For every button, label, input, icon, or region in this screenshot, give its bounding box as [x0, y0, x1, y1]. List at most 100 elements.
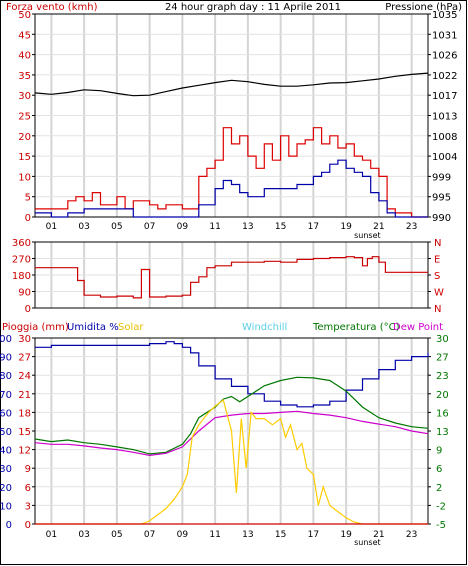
series-line-umidita — [35, 341, 429, 408]
wind-speed-tick-label: 35 — [18, 71, 31, 82]
series-line-temperatura — [34, 376, 429, 455]
temperature-tick-label: 6 — [436, 464, 442, 475]
hour-tick-label: 09 — [177, 530, 189, 540]
humidity-tick-label: 0 — [6, 520, 12, 531]
humidity-tick-label: 50 — [0, 427, 12, 438]
wind-speed-tick-label: 30 — [18, 91, 31, 102]
hour-tick-label: 05 — [111, 530, 122, 540]
rain-tick-label: 18 — [18, 408, 31, 419]
wind-speed-tick-label: 0 — [25, 213, 31, 224]
hour-tick-label: 11 — [209, 222, 220, 232]
wind-speed-tick-label: 40 — [18, 51, 31, 62]
wind-speed-tick-label: 45 — [18, 30, 31, 41]
rain-tick-label: 9 — [25, 464, 31, 475]
wind-speed-axis-label: Forza vento (kmh) — [6, 2, 98, 13]
hour-tick-label: 09 — [177, 222, 189, 232]
humidity-tick-label: 10 — [0, 501, 12, 512]
pressure-tick-label: 1031 — [432, 30, 457, 41]
hour-tick-label: 21 — [373, 530, 384, 540]
rain-tick-label: 21 — [18, 390, 31, 401]
temperature-label: Temperatura (°C) — [312, 322, 400, 333]
temp-humidity-chart: Pioggia (mm) Umidita % Solar Windchill T… — [0, 322, 449, 547]
humidity-tick-label: 80 — [0, 371, 12, 382]
wind-speed-tick-label: 25 — [18, 112, 31, 123]
hour-tick-label: 15 — [275, 222, 286, 232]
hour-ticks-bottom: 01 03 05 07 09 11 13 15 17 19 21 23 — [46, 530, 418, 540]
wind-speed-tick-label: 5 — [25, 193, 31, 204]
temperature-tick-label: 2 — [436, 483, 442, 494]
temperature-tick-label: 20 — [436, 390, 449, 401]
rain-tick-label: 27 — [18, 353, 31, 364]
wind-speed-tick-label: 20 — [18, 132, 31, 143]
pressure-tick-label: 1013 — [432, 112, 457, 123]
wind-speed-tick-label: 10 — [18, 172, 31, 183]
direction-compass-label: E — [434, 255, 440, 266]
direction-compass-label: W — [434, 288, 444, 299]
direction-degree-label: 90 — [18, 288, 31, 299]
hour-tick-label: 13 — [242, 222, 253, 232]
hour-tick-label: 07 — [144, 222, 155, 232]
temp-humidity-series — [34, 341, 429, 525]
temperature-tick-label: 27 — [436, 353, 449, 364]
direction-compass-label: N — [434, 304, 441, 315]
temperature-ticks: -5 -2 2 6 9 13 16 20 23 27 30 — [428, 334, 449, 531]
wind-speed-tick-label: 50 — [18, 10, 31, 21]
temperature-tick-label: 23 — [436, 371, 449, 382]
hour-tick-label: 05 — [111, 222, 122, 232]
hour-tick-label: 19 — [340, 530, 352, 540]
temperature-tick-label: -2 — [436, 501, 446, 512]
series-line-raffica — [35, 127, 428, 218]
series-line-pressione — [34, 72, 429, 97]
direction-degree-ticks: 0 90 180 270 360 — [12, 238, 35, 315]
wind-pressure-series — [34, 72, 429, 218]
pressure-tick-label: 1017 — [432, 91, 457, 102]
pressure-axis-label: Pressione (hPa) — [385, 2, 462, 13]
direction-compass-label: N — [434, 238, 441, 249]
humidity-tick-label: 70 — [0, 390, 12, 401]
hour-tick-label: 01 — [46, 530, 57, 540]
hour-tick-label: 19 — [340, 222, 352, 232]
wind-speed-ticks: 0 5 10 15 20 25 30 35 40 45 50 — [18, 10, 35, 224]
wind-speed-tick-label: 15 — [18, 152, 31, 163]
temperature-tick-label: 16 — [436, 408, 449, 419]
pressure-tick-label: 1026 — [432, 51, 457, 62]
series-line-wind-direction — [35, 256, 428, 299]
rain-ticks: 0 3 6 9 12 15 18 21 24 27 30 — [18, 334, 31, 531]
chart-title: 24 hour graph day : 11 Aprile 2011 — [165, 2, 341, 13]
pressure-tick-label: 990 — [432, 213, 451, 224]
direction-degree-label: 180 — [12, 271, 31, 282]
rain-tick-label: 30 — [18, 334, 31, 345]
rain-tick-label: 3 — [25, 501, 31, 512]
humidity-tick-label: 20 — [0, 483, 12, 494]
direction-series — [35, 256, 428, 299]
sunset-label-bottom: sunset — [354, 538, 381, 547]
pressure-tick-label: 999 — [432, 172, 451, 183]
pressure-tick-label: 1022 — [432, 71, 457, 82]
hour-tick-label: 17 — [308, 530, 319, 540]
pressure-ticks: 990 995 999 1004 1008 1013 1017 1022 1026 1031 103… — [428, 10, 457, 224]
solar-label: Solar — [118, 322, 144, 333]
hour-tick-label: 21 — [373, 222, 384, 232]
rain-tick-label: 0 — [25, 520, 31, 531]
direction-degree-label: 270 — [12, 255, 31, 266]
hour-tick-label: 03 — [78, 530, 89, 540]
temperature-tick-label: -5 — [436, 520, 446, 531]
direction-degree-label: 360 — [12, 238, 31, 249]
temperature-tick-label: 9 — [436, 446, 442, 457]
pressure-tick-label: 1004 — [432, 152, 457, 163]
direction-compass-label: S — [434, 271, 440, 282]
wind-pressure-chart: Forza vento (kmh) 24 hour graph day : 11… — [6, 2, 462, 240]
rain-tick-label: 24 — [18, 371, 31, 382]
humidity-label: Umidita % — [67, 322, 119, 333]
direction-degree-label: 0 — [25, 304, 31, 315]
hour-tick-label: 17 — [308, 222, 319, 232]
sunset-label-top: sunset — [354, 231, 381, 240]
wind-gridlines — [35, 14, 428, 217]
pressure-tick-label: 1035 — [432, 10, 457, 21]
temperature-tick-label: 30 — [436, 334, 449, 345]
hour-tick-label: 13 — [242, 530, 253, 540]
series-line-dew-point — [34, 410, 429, 457]
